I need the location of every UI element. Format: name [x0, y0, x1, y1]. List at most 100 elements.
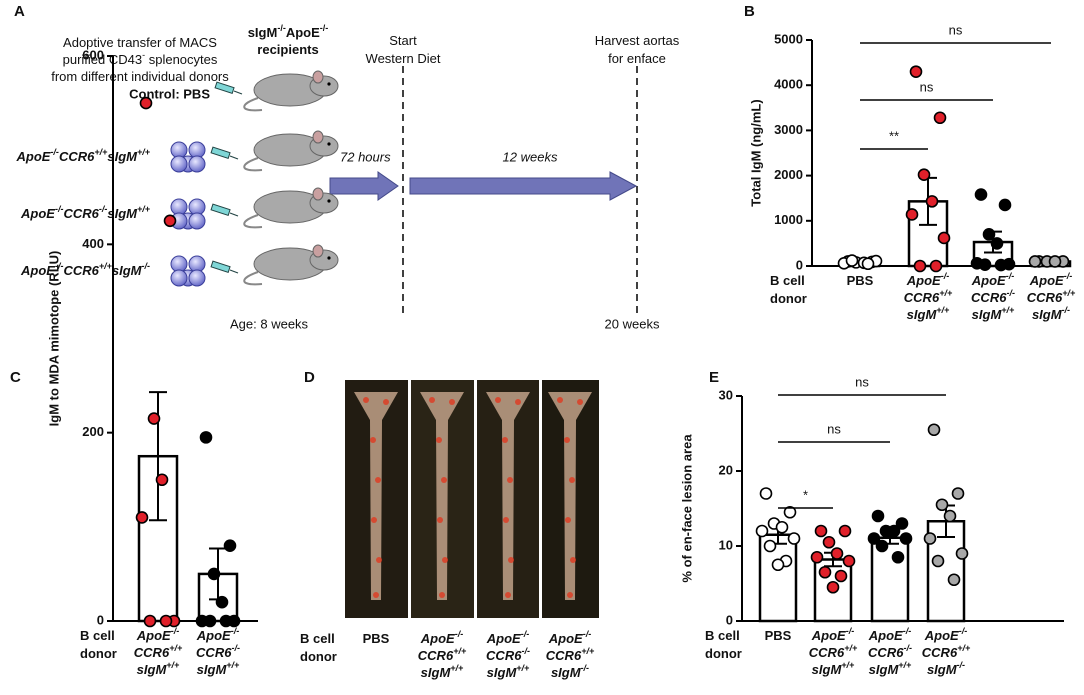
- category-label-sup: -/-: [959, 626, 968, 636]
- timeline: [329, 66, 638, 315]
- arrow: [409, 171, 638, 201]
- lesion: [375, 477, 381, 483]
- y-tick-label: 200: [82, 424, 104, 439]
- interval: 12 weeks: [503, 149, 558, 164]
- y-tick-label: 5000: [774, 31, 803, 46]
- category-label: ApoE-/-: [868, 626, 911, 643]
- mouse-ear: [312, 244, 324, 258]
- group-label-part: sIgM: [112, 263, 143, 278]
- group-label-part: ApoE: [15, 149, 50, 164]
- category-label-part: ApoE: [486, 631, 521, 646]
- category-label-sup: +/+: [936, 305, 950, 315]
- needle: [229, 212, 239, 217]
- data-point: [207, 567, 221, 581]
- needle: [229, 155, 239, 160]
- data-point: [845, 254, 859, 267]
- mouse-eye: [327, 142, 331, 146]
- group-label-sup: -/-: [55, 204, 64, 214]
- category-label-sup: -/-: [171, 626, 180, 636]
- syringe: [214, 81, 235, 95]
- x-prefix-part: donor: [80, 646, 117, 661]
- category-label-sup: -/-: [581, 663, 590, 673]
- category-label: ApoE-/-: [136, 626, 179, 643]
- category-label: CCR6+/+: [1027, 288, 1076, 305]
- data-point: [139, 96, 153, 110]
- note-part: Adoptive transfer of MACS: [63, 35, 217, 50]
- x-prefix-part: B cell: [300, 631, 335, 646]
- category-label: ApoE-/-: [906, 271, 949, 288]
- aorta: [420, 392, 464, 600]
- lesion: [370, 437, 376, 443]
- y-tick-label: 0: [726, 612, 733, 627]
- mouse-tail: [243, 157, 263, 172]
- data-point: [867, 532, 881, 545]
- data-point: [783, 505, 797, 519]
- note-part: splenocytes: [145, 52, 218, 67]
- y-tick-label: 600: [82, 47, 104, 62]
- category-label-part: sIgM: [1032, 307, 1063, 322]
- lesion: [567, 592, 573, 598]
- lesion: [515, 399, 521, 405]
- data-point: [842, 554, 856, 568]
- lesion: [376, 557, 382, 563]
- category-label-part: CCR6: [971, 290, 1007, 305]
- category-label-part: PBS: [765, 628, 792, 643]
- category-label: CCR6+/+: [809, 643, 858, 660]
- lesion: [570, 557, 576, 563]
- category-label: ApoE-/-: [486, 629, 529, 646]
- category-label: PBS: [847, 273, 874, 288]
- error-bar: [149, 391, 167, 522]
- category-label-part: PBS: [363, 631, 390, 646]
- category-label-part: ApoE: [420, 631, 455, 646]
- start-label: Start: [389, 33, 417, 48]
- start-label-part: Start: [389, 33, 417, 48]
- x-prefix: B cell: [80, 628, 115, 643]
- x-prefix-part: donor: [770, 291, 807, 306]
- significance-label: ns: [855, 374, 869, 389]
- category-label: ApoE-/-: [1029, 271, 1072, 288]
- data-point: [935, 498, 949, 512]
- x-prefix: donor: [300, 649, 337, 664]
- category-label-part: ApoE: [868, 628, 903, 643]
- category-label-part: CCR6: [196, 645, 232, 660]
- group-label-part: CCR6: [63, 206, 99, 221]
- data-point: [909, 65, 923, 78]
- syringe: [210, 260, 231, 274]
- category-label-sup: +/+: [581, 646, 595, 656]
- category-label-part: CCR6: [546, 648, 582, 663]
- category-label: ApoE-/-: [971, 271, 1014, 288]
- category-label-sup: +/+: [169, 643, 183, 653]
- category-label: ApoE-/-: [548, 629, 591, 646]
- mouse-eye: [327, 82, 331, 86]
- lesion: [449, 399, 455, 405]
- x-prefix: B cell: [705, 628, 740, 643]
- data-point: [955, 547, 969, 560]
- data-point: [203, 614, 217, 628]
- mouse-ear: [312, 187, 324, 201]
- x-prefix-part: donor: [300, 649, 337, 664]
- category-label-part: ApoE: [1029, 273, 1064, 288]
- harvest-label-part: Harvest aortas: [595, 33, 680, 48]
- data-point: [861, 257, 875, 271]
- bar: [870, 536, 910, 623]
- category-label-sup: -/-: [1006, 288, 1015, 298]
- data-point: [143, 614, 157, 628]
- group-label-part: CCR6: [59, 149, 95, 164]
- category-label: CCR6-/-: [868, 643, 912, 660]
- category-label-part: sIgM: [812, 662, 843, 677]
- data-point: [895, 517, 909, 530]
- data-point: [951, 487, 965, 500]
- group-label-part: sIgM: [107, 149, 138, 164]
- lesion: [371, 517, 377, 523]
- category-label: sIgM+/+: [197, 660, 240, 677]
- recipients: recipients: [257, 42, 318, 57]
- category-label: CCR6+/+: [904, 288, 953, 305]
- data-point: [199, 431, 213, 444]
- arrow: [329, 171, 399, 201]
- category-label-sup: -/-: [1062, 305, 1071, 315]
- note-sup: -: [142, 50, 145, 60]
- category-label-sup: -/-: [846, 626, 855, 636]
- lesion: [429, 397, 435, 403]
- syringe: [210, 203, 231, 217]
- aorta: [548, 392, 592, 600]
